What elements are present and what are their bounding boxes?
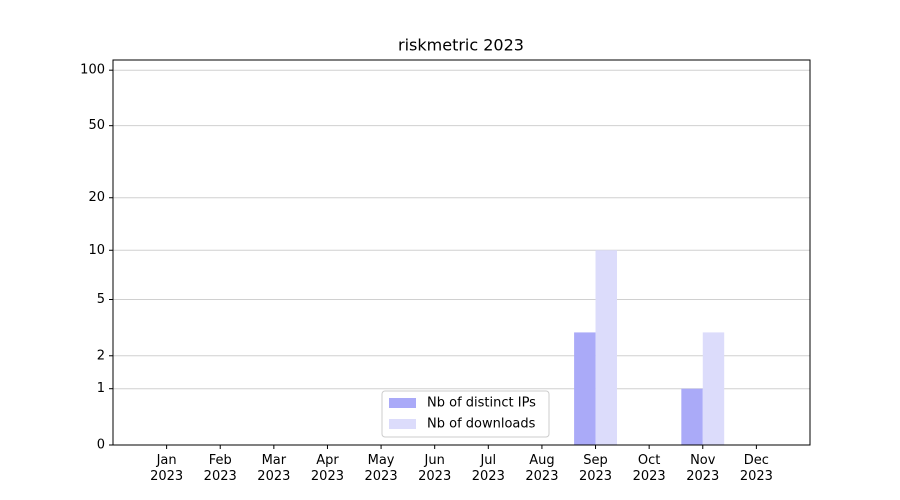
x-tick-label: Jan 2023 [150, 453, 184, 484]
x-tick-label: Jun 2023 [418, 453, 452, 484]
legend: Nb of distinct IPs Nb of downloads [381, 390, 550, 438]
x-tick-label: Oct 2023 [632, 453, 666, 484]
x-tick-label: Nov 2023 [686, 453, 720, 484]
x-tick-label: Dec 2023 [739, 453, 773, 484]
bar [681, 388, 703, 445]
legend-label: Nb of distinct IPs [427, 396, 536, 411]
legend-box [381, 390, 550, 438]
x-tick-label: May 2023 [364, 453, 398, 484]
bar [702, 332, 725, 445]
chart-title: riskmetric 2023 [398, 36, 524, 55]
legend-swatch [389, 419, 416, 429]
plot-frame [112, 59, 811, 446]
x-tick-label: Feb 2023 [203, 453, 237, 484]
x-tick-label: Aug 2023 [525, 453, 559, 484]
y-tick-label: 100 [80, 63, 105, 78]
y-tick-label: 1 [97, 381, 105, 396]
legend-swatch [389, 398, 416, 408]
x-tick-label: Jul 2023 [471, 453, 505, 484]
x-tick-label: Mar 2023 [257, 453, 291, 484]
x-tick-label: Sep 2023 [578, 453, 613, 484]
y-tick-label: 0 [97, 438, 105, 453]
y-tick-label: 10 [88, 243, 105, 258]
x-tick-label: Apr 2023 [310, 453, 344, 484]
legend-label: Nb of downloads [427, 417, 536, 432]
y-tick-label: 50 [88, 118, 105, 133]
y-tick-label: 5 [97, 292, 105, 307]
bar [574, 332, 596, 445]
y-tick-label: 20 [88, 190, 105, 205]
bar [595, 250, 617, 445]
y-tick-label: 2 [97, 348, 105, 363]
